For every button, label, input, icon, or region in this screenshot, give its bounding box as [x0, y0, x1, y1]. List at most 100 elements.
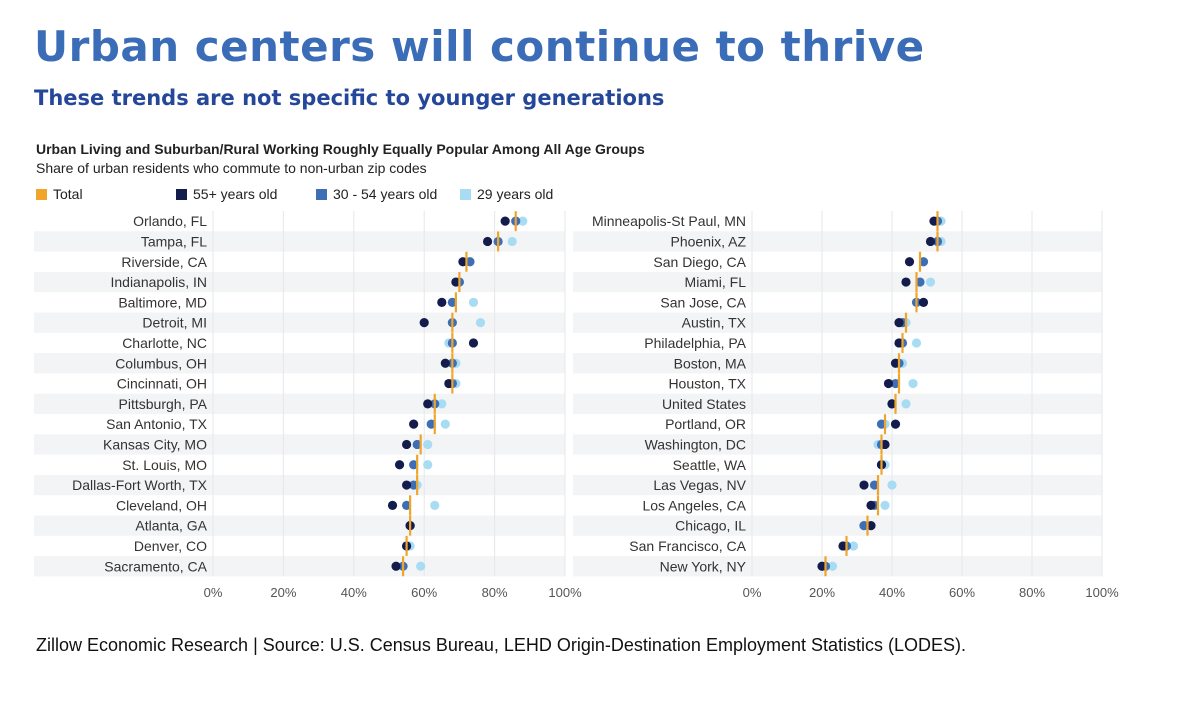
- dot-30-54: [402, 500, 412, 510]
- row-stripe: [34, 393, 565, 414]
- category-label: Cincinnati, OH: [117, 376, 207, 392]
- dot-30-54: [876, 419, 887, 429]
- dot-55-plus: [451, 277, 461, 287]
- dot-55-plus: [458, 257, 468, 267]
- category-label: Baltimore, MD: [118, 294, 207, 310]
- category-label: Indianapolis, IN: [110, 274, 207, 290]
- category-label: Portland, OR: [665, 416, 746, 432]
- dot-55-plus: [391, 561, 401, 571]
- dot-29: [507, 236, 517, 247]
- dot-29: [416, 561, 426, 571]
- category-label: San Jose, CA: [660, 294, 746, 310]
- row-stripe: [34, 271, 565, 293]
- legend-label-total: Total: [53, 186, 83, 202]
- row-stripe: [573, 312, 1102, 333]
- category-label: Las Vegas, NV: [653, 477, 746, 493]
- row-stripe: [573, 231, 1102, 252]
- dot-55-plus: [402, 480, 412, 490]
- dot-55-plus: [904, 257, 915, 267]
- dot-55-plus: [402, 439, 412, 450]
- dot-30-54: [465, 257, 475, 267]
- dot-55-plus: [859, 480, 869, 490]
- chart-panel-1: 0% 20% 40% 60% 80% 100% Orlando, FL Tampa, FL Ri…: [34, 211, 582, 600]
- category-label: Detroit, MI: [142, 315, 207, 331]
- row-stripe: [573, 434, 1102, 455]
- row-stripe: [34, 556, 565, 577]
- category-label: Kansas City, MO: [103, 436, 207, 452]
- category-label: Los Angeles, CA: [642, 497, 746, 513]
- category-label: Chicago, IL: [675, 518, 746, 534]
- dot-29: [423, 460, 433, 470]
- row-stripe: [34, 353, 565, 374]
- category-label: Denver, CO: [134, 538, 207, 554]
- dot-30-54: [915, 277, 925, 287]
- dot-55-plus: [468, 338, 479, 348]
- dot-29: [901, 399, 911, 409]
- row-stripe: [573, 556, 1102, 577]
- legend-item-55-plus: 55+ years old: [176, 186, 277, 202]
- row-stripe: [573, 353, 1102, 374]
- category-label: Orlando, FL: [133, 213, 207, 229]
- category-label: New York, NY: [660, 558, 747, 574]
- chart-subtitle: Share of urban residents who commute to …: [36, 160, 427, 176]
- legend-swatch-30-54: [316, 188, 327, 200]
- category-label: Washington, DC: [645, 436, 746, 452]
- dot-55-plus: [894, 318, 904, 328]
- legend-swatch-55-plus: [176, 188, 187, 200]
- category-label: Austin, TX: [682, 315, 747, 331]
- category-label: Miami, FL: [685, 274, 747, 290]
- dot-55-plus: [894, 338, 904, 348]
- x-tick-label: 60%: [411, 585, 437, 600]
- dot-55-plus: [444, 378, 454, 389]
- dot-30-54: [412, 439, 422, 450]
- x-tick-label: 40%: [879, 585, 905, 600]
- legend-item-29: 29 years old: [460, 186, 553, 202]
- dot-55-plus: [887, 399, 897, 409]
- x-tick-label: 0%: [204, 585, 223, 600]
- dot-55-plus: [890, 358, 901, 368]
- row-stripe: [573, 515, 1102, 536]
- dot-55-plus: [419, 318, 429, 328]
- category-label: Riverside, CA: [121, 254, 207, 270]
- legend-label-30-54: 30 - 54 years old: [333, 186, 438, 202]
- category-label: San Francisco, CA: [629, 538, 746, 554]
- x-tick-label: 100%: [548, 585, 582, 600]
- source-footnote: Zillow Economic Research | Source: U.S. …: [36, 635, 967, 655]
- dot-55-plus: [918, 297, 929, 307]
- page-title: Urban centers will continue to thrive: [34, 22, 925, 71]
- dot-55-plus: [883, 378, 894, 389]
- legend-swatch-29: [460, 188, 471, 200]
- dot-30-54: [409, 480, 419, 490]
- dot-55-plus: [890, 419, 901, 429]
- category-label: Houston, TX: [668, 376, 746, 392]
- dot-29: [437, 399, 447, 409]
- category-label: Cleveland, OH: [116, 497, 207, 513]
- dot-29: [475, 318, 486, 328]
- x-tick-label: 80%: [1019, 585, 1045, 600]
- category-label: Sacramento, CA: [104, 558, 207, 574]
- dot-30-54: [918, 257, 929, 267]
- dot-29: [518, 216, 528, 226]
- row-stripe: [573, 474, 1102, 496]
- dot-29: [468, 297, 479, 307]
- row-stripe: [34, 434, 565, 455]
- category-label: San Antonio, TX: [106, 416, 208, 432]
- x-tick-label: 100%: [1085, 585, 1119, 600]
- category-label: Columbus, OH: [115, 355, 207, 371]
- x-tick-label: 40%: [341, 585, 367, 600]
- category-label: Tampa, FL: [141, 233, 207, 249]
- category-label: Seattle, WA: [673, 457, 747, 473]
- page-subtitle: These trends are not specific to younger…: [34, 86, 665, 110]
- dot-55-plus: [817, 561, 827, 571]
- legend-item-30-54: 30 - 54 years old: [316, 186, 437, 202]
- category-label: San Diego, CA: [653, 254, 746, 270]
- category-label: St. Louis, MO: [122, 457, 207, 473]
- dot-55-plus: [500, 216, 510, 226]
- x-tick-label: 60%: [949, 585, 975, 600]
- row-stripe: [34, 231, 565, 252]
- category-label: Charlotte, NC: [122, 335, 207, 351]
- dot-30-54: [426, 419, 436, 429]
- chart-title: Urban Living and Suburban/Rural Working …: [36, 141, 645, 157]
- dot-29: [887, 480, 897, 490]
- dot-55-plus: [880, 439, 890, 450]
